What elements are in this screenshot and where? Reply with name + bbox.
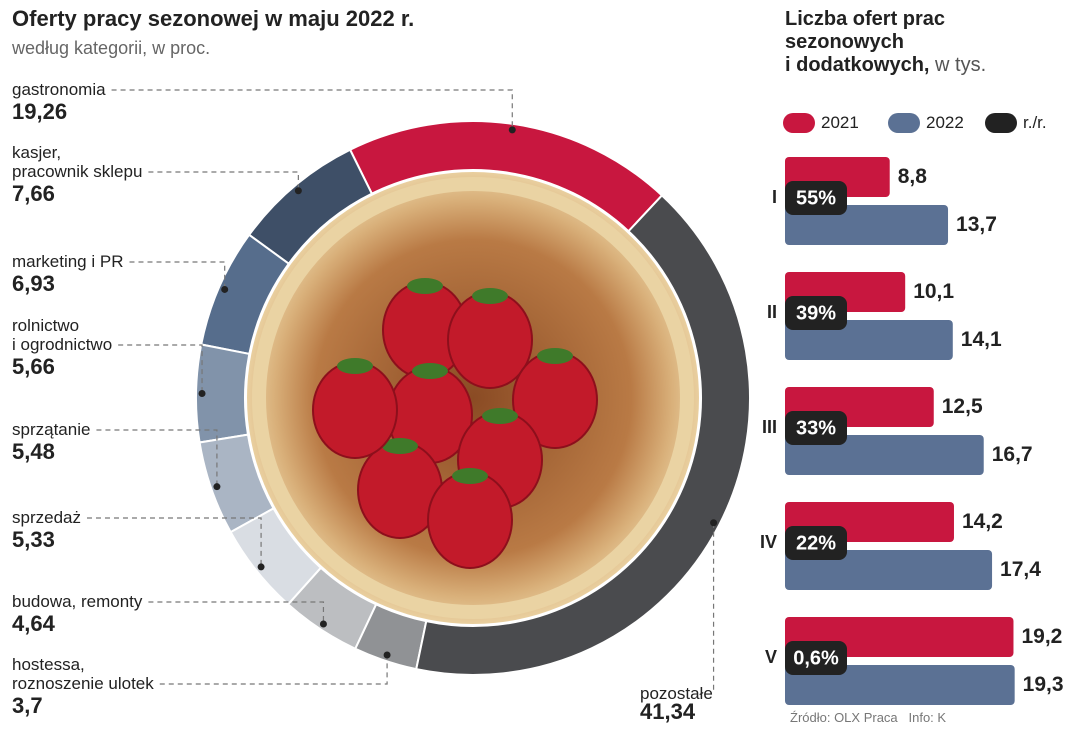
leader-dot [221,285,229,293]
category-label: kasjer, pracownik sklepu 7,66 [12,143,142,206]
leader-dot [294,187,302,195]
source-line: Źródło: OLX Praca Info: K [790,710,946,725]
change-badge [785,641,847,675]
value-label: 14,2 [961,510,1003,533]
leader-line [118,344,203,394]
category-name: marketing i PR [12,252,124,271]
bar [785,665,1015,705]
leader-line [159,655,388,685]
category-value: 5,48 [12,439,55,464]
category-label: hostessa, roznoszenie ulotek 3,7 [12,655,154,718]
category-value: 3,7 [12,693,43,718]
strawberry-leaf [482,408,518,424]
strawberry-leaf [412,363,448,379]
credit: Info: K [908,710,947,725]
strawberry [427,471,513,569]
donut-slice [415,194,751,676]
change-label: 22% [796,532,836,554]
category-name: kasjer, pracownik sklepu [12,143,143,181]
donut-subtitle: według kategorii, w proc. [12,38,211,58]
bar-title-block: Liczba ofert prac sezonowych i dodatkowy… [785,8,1070,77]
value-label: 19,3 [1022,673,1064,696]
source: Źródło: OLX Praca [790,710,898,725]
category-value: 19,26 [12,99,68,124]
value-label: 17,4 [1000,558,1041,581]
category-label: marketing i PR 6,93 [12,252,123,296]
category-value: 7,66 [12,181,55,206]
value-label: 19,2 [1021,625,1063,648]
category-name: budowa, remonty [12,592,143,611]
value-label: 10,1 [913,280,955,303]
leader-dot [508,126,516,134]
leader-line [111,89,513,130]
category-label: sprzedaż 5,33 [12,508,81,552]
donut-title: Oferty pracy sezonowej w maju 2022 r. [12,6,415,31]
leader-dot [319,620,327,628]
value-label: 13,7 [956,213,997,236]
change-badge [785,296,847,330]
strawberry-leaf [382,438,418,454]
category-label: gastronomia 19,26 [12,80,106,124]
change-badge [785,411,847,445]
category-name: pozostałe [640,684,713,703]
category-name: sprzedaż [12,508,81,527]
value-label: 16,7 [991,443,1033,466]
legend-label: r./r. [1023,113,1047,132]
change-label: 0,6% [793,647,839,669]
strawberry-leaf [407,278,443,294]
category-name: sprzątanie [12,420,91,439]
change-badge [785,181,847,215]
strawberry-leaf [472,288,508,304]
strawberry-leaf [337,358,373,374]
change-badge [785,526,847,560]
category-value: 4,64 [12,611,55,636]
leader-dot [710,519,718,527]
basket-rim [252,177,694,619]
leader-dot [257,563,265,571]
leader-line [96,429,218,487]
category-label: budowa, remonty 4,64 [12,592,142,636]
category-label: II [766,302,777,322]
category-value: 41,34 [640,699,696,724]
bar-title: Liczba ofert prac sezonowych i dodatkowy… [785,8,946,76]
change-label: 39% [796,302,836,324]
strawberry-leaf [537,348,573,364]
leader-line [86,517,262,567]
category-label: I [771,187,777,207]
change-label: 33% [796,417,836,439]
legend-swatch [985,113,1017,133]
legend-swatch [888,113,920,133]
category-label: pozostałe 41,34 [640,684,713,724]
value-label: 14,1 [960,328,1002,351]
value-label: 12,5 [941,395,983,418]
strawberry-leaf [452,468,488,484]
leader-line [148,601,325,624]
category-name: hostessa, roznoszenie ulotek [12,655,154,693]
change-label: 55% [796,187,836,209]
legend-label: 2021 [821,113,859,132]
bar-unit: w tys. [935,54,987,76]
category-label: III [761,417,777,437]
leader-line [129,261,226,290]
leader-dot [213,483,221,491]
value-label: 8,8 [897,165,927,188]
leader-dot [383,651,391,659]
category-label: sprzątanie 5,48 [12,420,90,464]
category-name: rolnictwo i ogrodnictwo [12,316,113,354]
category-label: rolnictwo i ogrodnictwo 5,66 [12,316,112,379]
leader-line [148,171,299,191]
category-value: 5,66 [12,354,55,379]
category-label: IV [759,532,777,552]
leader-dot [198,389,206,397]
category-value: 5,33 [12,527,55,552]
legend-swatch [783,113,815,133]
category-value: 6,93 [12,271,55,296]
basket [247,172,699,624]
legend-label: 2022 [926,113,964,132]
strawberry [312,361,398,459]
category-label: V [764,647,777,667]
category-name: gastronomia [12,80,106,99]
